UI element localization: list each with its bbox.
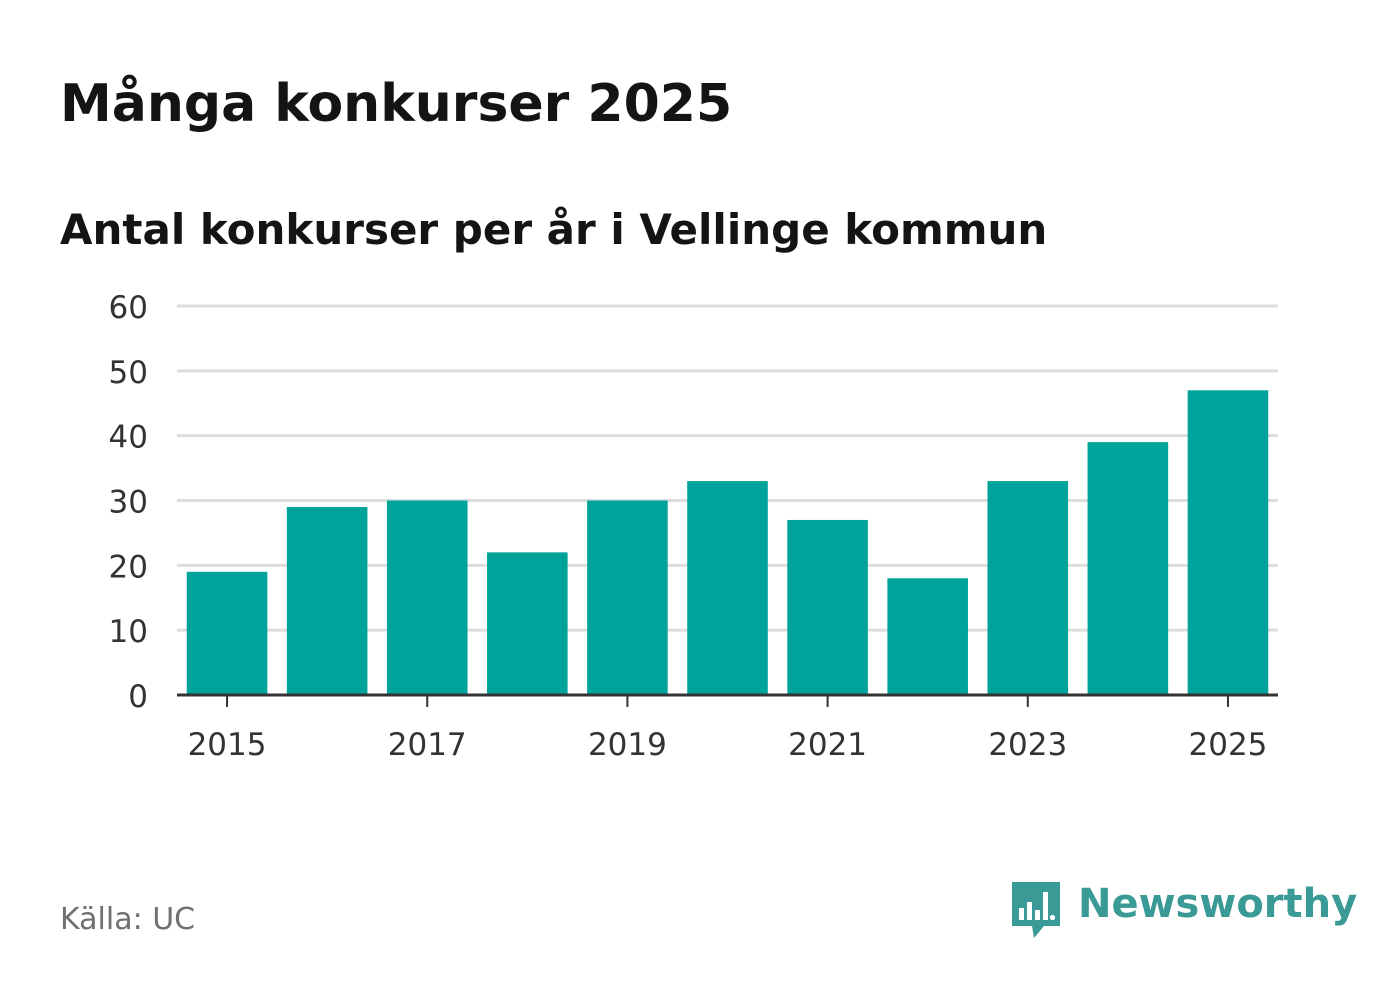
chart-title: Många konkurser 2025 <box>60 74 733 134</box>
bar-2018 <box>487 552 568 695</box>
y-tick-label: 0 <box>128 679 148 715</box>
x-tick-label: 2019 <box>588 727 667 763</box>
bar-2015 <box>186 571 268 695</box>
y-tick-label: 50 <box>109 355 148 391</box>
source-note: Källa: UC <box>60 902 196 937</box>
bars <box>186 390 1269 695</box>
y-tick-label: 20 <box>109 549 148 585</box>
bar-2025 <box>1187 390 1269 695</box>
bar-2020 <box>687 481 768 695</box>
x-tick-label: 2017 <box>388 727 467 763</box>
newsworthy-logo-icon <box>1012 882 1060 938</box>
y-tick-label: 60 <box>109 290 148 326</box>
x-tick-label: 2025 <box>1189 727 1268 763</box>
x-tick-label: 2015 <box>188 727 267 763</box>
bar-2017 <box>386 500 468 695</box>
x-tick-label: 2023 <box>988 727 1067 763</box>
x-tick-label: 2021 <box>788 727 867 763</box>
bar-2022 <box>887 578 968 695</box>
bar-2016 <box>286 506 368 695</box>
bar-2023 <box>987 481 1069 695</box>
axes: 0 10 20 30 40 50 60 2015 2017 2019 2021 2023 2025 <box>109 290 1278 763</box>
brand-name: Newsworthy <box>1078 881 1358 927</box>
y-tick-label: 30 <box>109 485 148 521</box>
bar-2024 <box>1087 442 1169 695</box>
chart-subtitle: Antal konkurser per år i Vellinge kommun <box>60 205 1048 254</box>
y-tick-label: 40 <box>109 420 148 456</box>
bar-2021 <box>787 519 868 695</box>
bar-2019 <box>587 500 668 695</box>
y-tick-label: 10 <box>109 614 148 650</box>
